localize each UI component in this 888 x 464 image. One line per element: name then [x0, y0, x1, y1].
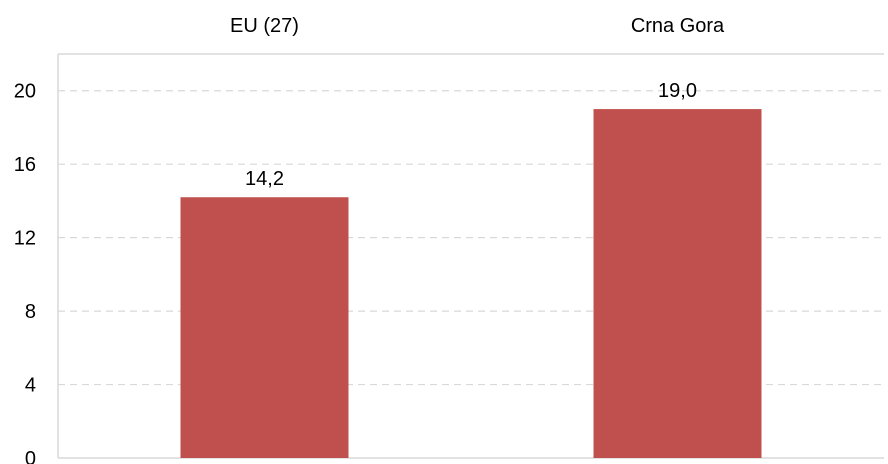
y-tick-label: 12 [14, 228, 36, 250]
y-tick-label: 0 [25, 448, 36, 464]
category-label: EU (27) [230, 15, 299, 37]
y-tick-label: 20 [14, 81, 36, 103]
bar [593, 109, 762, 458]
category-label: Crna Gora [631, 15, 725, 37]
y-tick-label: 8 [25, 301, 36, 323]
labels: 0 4 8 12 16 20 14,2 EU (27) 19,0 Crna Gora [14, 15, 725, 464]
bars [180, 109, 762, 458]
data-label: 19,0 [658, 80, 697, 102]
y-tick-label: 16 [14, 154, 36, 176]
data-label: 14,2 [245, 168, 284, 190]
y-tick-label: 4 [25, 375, 36, 397]
bar [180, 197, 349, 458]
